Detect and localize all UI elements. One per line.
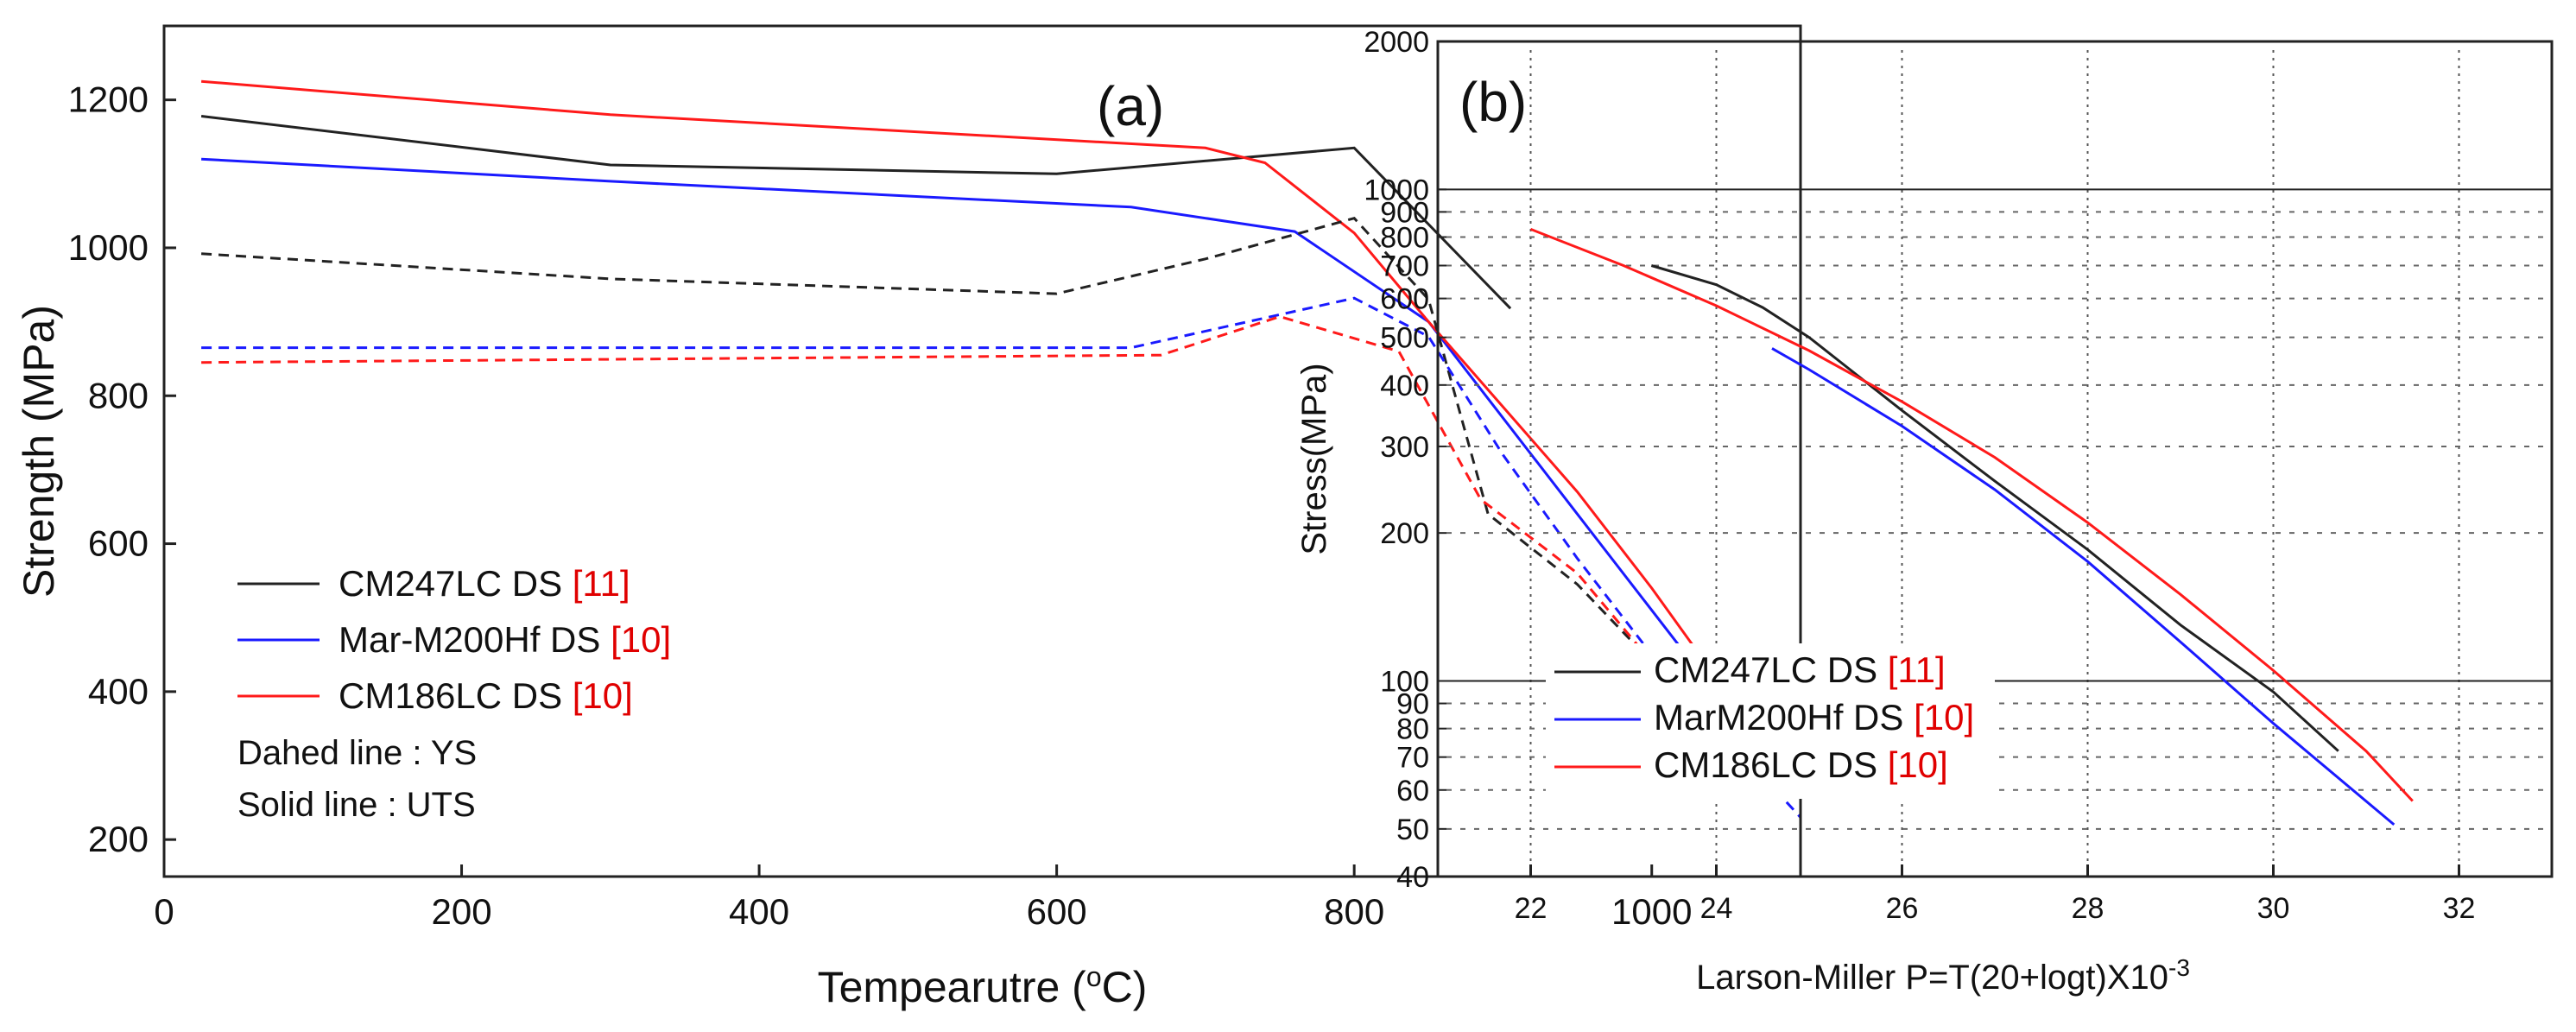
panel-label-b: (b) (1459, 71, 1527, 133)
legend-label-a-0: CM247LC DS [11] (339, 563, 630, 604)
legend-b-background (1546, 643, 1995, 799)
series-line-b-2 (1529, 228, 2414, 802)
chart-a-frame (162, 24, 1802, 878)
y-tick-label-b: 100 (1380, 666, 1429, 699)
y-tick-label-a: 800 (88, 375, 149, 415)
x-axis-title-a-end: C) (1102, 963, 1148, 1011)
legend-ref-a-1: [10] (611, 619, 671, 660)
y-axis-title-a: Strength (MPa) (15, 305, 63, 598)
x-tick-label-a: 600 (1027, 891, 1087, 932)
legend-label-b-1: MarM200Hf DS [10] (1654, 697, 1974, 738)
legend-ref-b-1: [10] (1914, 697, 1974, 738)
chart-b-frame (1436, 40, 2554, 878)
y-tick-label-b: 80 (1396, 713, 1429, 746)
x-axis-title-a: Tempearutre (oC) (818, 961, 1148, 1011)
legend-ref-a-0: [11] (573, 563, 630, 604)
x-tick-label-b: 22 (1515, 892, 1547, 925)
x-axis-title-b-sup: -3 (2168, 954, 2190, 981)
x-axis-title-a-sup: o (1086, 961, 1102, 992)
y-tick-label-b: 400 (1380, 370, 1429, 402)
legend-b: CM247LC DS [11]MarM200Hf DS [10]CM186LC … (1546, 643, 1995, 799)
y-tick-label-b: 900 (1380, 196, 1429, 229)
series-line-b-0 (1650, 264, 2339, 752)
legend-name-b-2: CM186LC DS (1654, 744, 1888, 785)
y-tick-label-a: 1000 (68, 227, 149, 268)
x-axis-title-a-main: Tempearutre ( (818, 963, 1087, 1011)
x-tick-label-a: 400 (729, 891, 789, 932)
legend-name-b-0: CM247LC DS (1654, 649, 1888, 690)
legend-label-a-2: CM186LC DS [10] (339, 675, 633, 716)
legend-ref-a-2: [10] (573, 675, 633, 716)
y-tick-label-b: 500 (1380, 322, 1429, 355)
x-tick-label-b: 28 (2072, 892, 2104, 925)
y-tick-label-b: 200 (1380, 517, 1429, 550)
legend-label-a-1: Mar-M200Hf DS [10] (339, 619, 671, 660)
y-tick-label-a: 200 (88, 819, 149, 859)
panel-label-a: (a) (1097, 75, 1164, 137)
series-line-a-4 (201, 296, 1802, 819)
y-tick-label-b: 60 (1396, 775, 1429, 807)
x-axis-title-b: Larson-Miller P=T(20+logt)X10-3 (1696, 954, 2190, 997)
note-solid-line: Solid line : UTS (237, 786, 476, 824)
legend-name-a-2: CM186LC DS (339, 675, 573, 716)
y-axis-title-b: Stress(MPa) (1295, 363, 1333, 554)
x-tick-label-a: 1000 (1611, 891, 1692, 932)
y-tick-label-b: 50 (1396, 814, 1429, 846)
y-tick-label-b: 70 (1396, 742, 1429, 775)
y-tick-label-b: 300 (1380, 431, 1429, 464)
y-tick-label-a: 1200 (68, 79, 149, 120)
x-tick-label-b: 30 (2257, 892, 2290, 925)
series-line-a-2 (200, 79, 1802, 793)
y-tick-label-b: 2000 (1364, 26, 1429, 59)
y-tick-label-a: 600 (88, 523, 149, 564)
x-tick-label-a: 800 (1324, 891, 1384, 932)
y-tick-label-b: 700 (1380, 250, 1429, 283)
note-dashed-line: Dahed line : YS (237, 734, 477, 772)
legend-label-b-2: CM186LC DS [10] (1654, 744, 1948, 785)
x-tick-label-b: 26 (1886, 892, 1919, 925)
x-tick-label-b: 24 (1700, 892, 1733, 925)
series-line-b-1 (1771, 347, 2396, 826)
series-line-a-0 (200, 115, 1512, 310)
y-tick-label-b: 600 (1380, 283, 1429, 316)
x-tick-label-b: 32 (2443, 892, 2476, 925)
legend-name-a-0: CM247LC DS (339, 563, 573, 604)
legend-label-b-0: CM247LC DS [11] (1654, 649, 1946, 690)
x-tick-label-a: 200 (432, 891, 492, 932)
legend-ref-b-0: [11] (1888, 649, 1946, 690)
legend-ref-b-2: [10] (1888, 744, 1948, 785)
legend-name-b-1: MarM200Hf DS (1654, 697, 1914, 738)
legend-name-a-1: Mar-M200Hf DS (339, 619, 611, 660)
x-tick-label-a: 0 (154, 891, 174, 932)
y-tick-label-b: 1000 (1364, 174, 1429, 206)
x-axis-title-b-main: Larson-Miller P=T(20+logt)X10 (1696, 959, 2168, 997)
legend-a: CM247LC DS [11]Mar-M200Hf DS [10]CM186LC… (237, 563, 671, 716)
y-tick-label-a: 400 (88, 671, 149, 712)
y-tick-label-b: 40 (1396, 861, 1429, 894)
y-tick-label-b: 800 (1380, 221, 1429, 254)
y-tick-label-b: 90 (1396, 688, 1429, 721)
